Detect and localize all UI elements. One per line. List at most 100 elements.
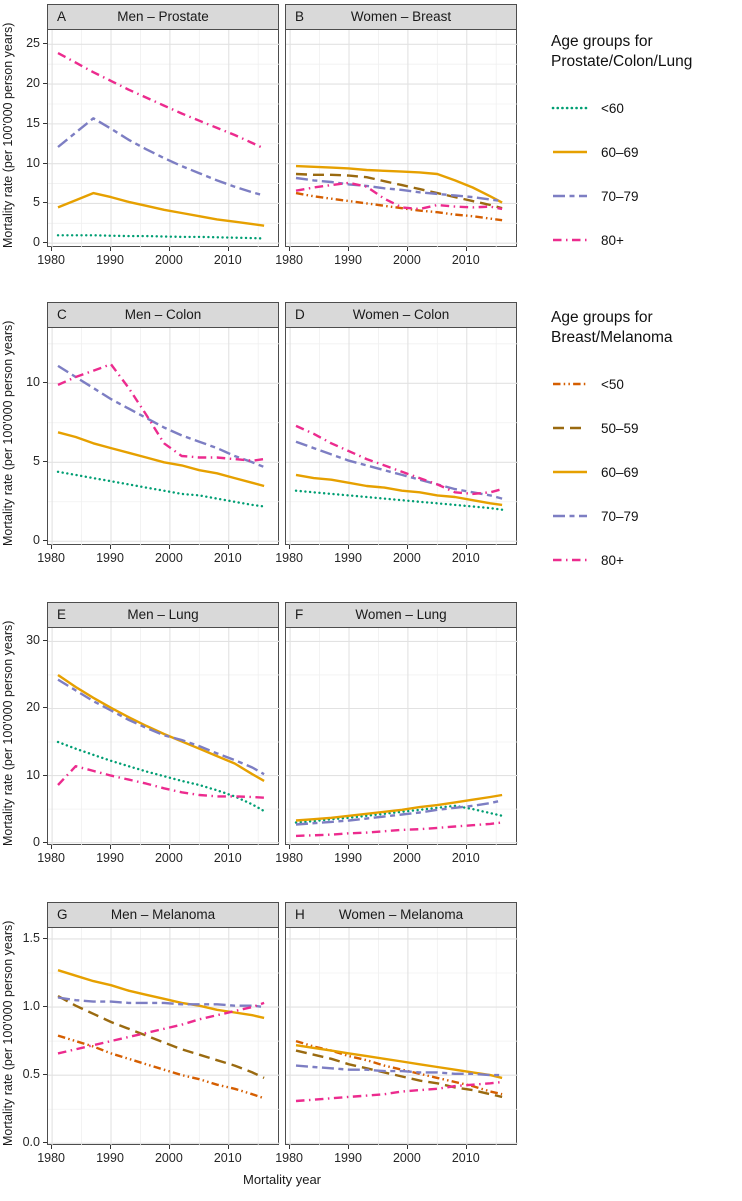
series-line-A-60-69 — [57, 191, 265, 227]
panel-canvas-G — [48, 928, 280, 1146]
x-tick-mark — [110, 845, 111, 849]
x-tick-mark — [227, 845, 229, 849]
x-tick-mark — [168, 845, 170, 849]
x-tick-label: 1980 — [275, 551, 304, 565]
x-tick-mark — [289, 545, 291, 549]
y-tick-label: 0 — [33, 834, 40, 849]
y-tick-mark — [43, 461, 47, 463]
legend-entry-50-59: 50–59 — [551, 420, 742, 436]
x-tick-label: 1990 — [96, 851, 124, 865]
panel-strip-F: F Women – Lung — [285, 602, 517, 628]
x-tick-label: 1990 — [334, 1151, 362, 1165]
panel-canvas-E — [48, 628, 280, 846]
y-tick-label: 15 — [26, 115, 40, 130]
y-tick-mark — [43, 162, 47, 164]
series-line-H-60-69 — [295, 1044, 503, 1080]
panel-title: Women – Melanoma — [338, 907, 464, 922]
series-line-D-70-79 — [295, 440, 503, 500]
y-tick-mark — [43, 640, 47, 642]
y-tick-label: 5 — [33, 195, 40, 210]
x-tick-label: 1990 — [334, 551, 362, 565]
x-tick-mark — [110, 1145, 111, 1149]
legend-entry-70-79: 70–79 — [551, 188, 742, 204]
x-tick-label: 2010 — [451, 851, 480, 865]
series-line-F-60-69 — [295, 793, 503, 822]
legend-entry-80+: 80+ — [551, 232, 742, 248]
x-tick-label: 1990 — [334, 851, 362, 865]
x-tick-mark — [51, 1145, 53, 1149]
x-tick-label: 2000 — [154, 551, 183, 565]
x-tick-mark — [110, 247, 111, 251]
x-tick-label: 2010 — [213, 851, 242, 865]
x-tick-label: 1990 — [96, 551, 124, 565]
x-tick-mark — [348, 545, 349, 549]
y-tick-mark — [43, 122, 47, 124]
x-tick-mark — [168, 247, 170, 251]
series-line-A-80+ — [57, 52, 265, 150]
legend-title: Age groups for Prostate/Colon/Lung — [551, 32, 742, 72]
series-line-D-60-69 — [295, 473, 503, 507]
panel-canvas-H — [286, 928, 518, 1146]
panel-title: Women – Breast — [350, 9, 452, 24]
panel-strip-D: D Women – Colon — [285, 302, 517, 328]
x-tick-mark — [51, 247, 53, 251]
x-tick-label: 2000 — [154, 851, 183, 865]
legend-entry-60-69: 60–69 — [551, 144, 742, 160]
series-line-H-80+ — [295, 1080, 503, 1103]
panel-plot-D — [285, 327, 518, 546]
legend-prostate-colon-lung: Age groups for Prostate/Colon/Lung <60 60–6… — [551, 32, 742, 248]
panel-letter: B — [295, 9, 305, 24]
x-tick-label: 1980 — [275, 1151, 304, 1165]
panel-letter: F — [295, 607, 304, 622]
panel-strip-C: C Men – Colon — [47, 302, 279, 328]
series-line-E-<60 — [56, 740, 266, 813]
legend-label: 80+ — [601, 552, 624, 568]
y-tick-mark — [43, 707, 47, 709]
series-line-A-<60 — [56, 234, 266, 240]
x-tick-mark — [348, 1145, 349, 1149]
series-line-B-70-79 — [295, 176, 503, 203]
y-tick-mark — [43, 937, 47, 939]
legend-title-line: Breast/Melanoma — [551, 329, 673, 346]
x-tick-label: 1990 — [96, 1151, 124, 1165]
series-line-G-80+ — [57, 1001, 265, 1055]
x-tick-label: 2010 — [451, 1151, 480, 1165]
panel-plot-B — [285, 29, 518, 248]
y-axis-title: Mortality rate (per 100'000 person years… — [1, 320, 15, 546]
y-tick-mark — [43, 202, 47, 204]
legend-entry-60-69: 60–69 — [551, 464, 742, 480]
x-tick-label: 1980 — [37, 851, 66, 865]
y-axis-title: Mortality rate (per 100'000 person years… — [1, 920, 15, 1146]
x-tick-mark — [227, 247, 229, 251]
panel-canvas-C — [48, 328, 280, 546]
x-tick-mark — [406, 845, 408, 849]
x-tick-mark — [289, 1145, 291, 1149]
panel-plot-G — [47, 927, 280, 1146]
legend-title-line: Prostate/Colon/Lung — [551, 53, 693, 70]
x-tick-mark — [406, 545, 408, 549]
panel-title: Women – Colon — [352, 307, 450, 322]
x-tick-label: 2010 — [451, 551, 480, 565]
x-tick-mark — [289, 247, 291, 251]
legend-entry-80+: 80+ — [551, 552, 742, 568]
panel-plot-F — [285, 627, 518, 846]
x-tick-mark — [465, 845, 467, 849]
x-tick-label: 2010 — [213, 551, 242, 565]
panel-plot-E — [47, 627, 280, 846]
x-tick-mark — [51, 545, 53, 549]
panel-letter: G — [57, 907, 68, 922]
x-tick-mark — [465, 545, 467, 549]
x-tick-label: 2010 — [451, 253, 480, 267]
series-line-H-70-79 — [295, 1064, 503, 1077]
x-tick-label: 2000 — [392, 253, 421, 267]
y-tick-label: 1.0 — [22, 999, 40, 1014]
x-tick-label: 1990 — [334, 253, 362, 267]
legend-entry-<60: <60 — [551, 100, 742, 116]
y-tick-label: 0.0 — [22, 1135, 40, 1150]
series-line-G-<50 — [57, 1034, 265, 1100]
panel-letter: D — [295, 307, 305, 322]
x-tick-mark — [348, 845, 349, 849]
x-tick-label: 1980 — [37, 253, 66, 267]
legend-key-70-79-icon — [553, 514, 587, 518]
x-tick-label: 1980 — [37, 551, 66, 565]
